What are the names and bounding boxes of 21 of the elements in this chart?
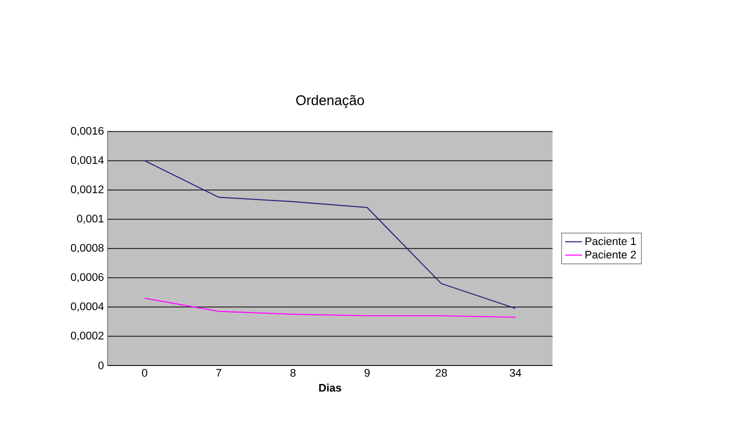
line-series <box>144 160 516 309</box>
x-tick-label: 8 <box>290 369 296 377</box>
legend-label: Paciente 2 <box>586 250 636 259</box>
y-tick-label: 0,0004 <box>70 302 104 312</box>
y-tick-label: 0,0002 <box>70 332 104 341</box>
y-tick-label: 0,0014 <box>70 156 104 166</box>
legend-label: Paciente 1 <box>586 237 636 246</box>
x-tick-label: 7 <box>216 369 222 377</box>
x-tick-label: 28 <box>436 369 447 377</box>
x-tick-label: 0 <box>142 369 148 377</box>
y-tick-label: 0,0008 <box>70 244 104 254</box>
x-axis-title: Dias <box>319 384 342 392</box>
line-series <box>144 298 516 318</box>
y-tick-label: 0,0012 <box>70 185 104 195</box>
y-tick-label: 0,0006 <box>70 273 104 282</box>
y-tick-label: 0,0016 <box>70 126 104 136</box>
chart-title: Ordenação <box>296 94 364 108</box>
y-tick-label: 0,001 <box>77 214 104 224</box>
y-tick-label: 0 <box>98 362 104 370</box>
x-tick-label: 34 <box>510 369 522 377</box>
x-tick-label: 9 <box>364 369 370 377</box>
